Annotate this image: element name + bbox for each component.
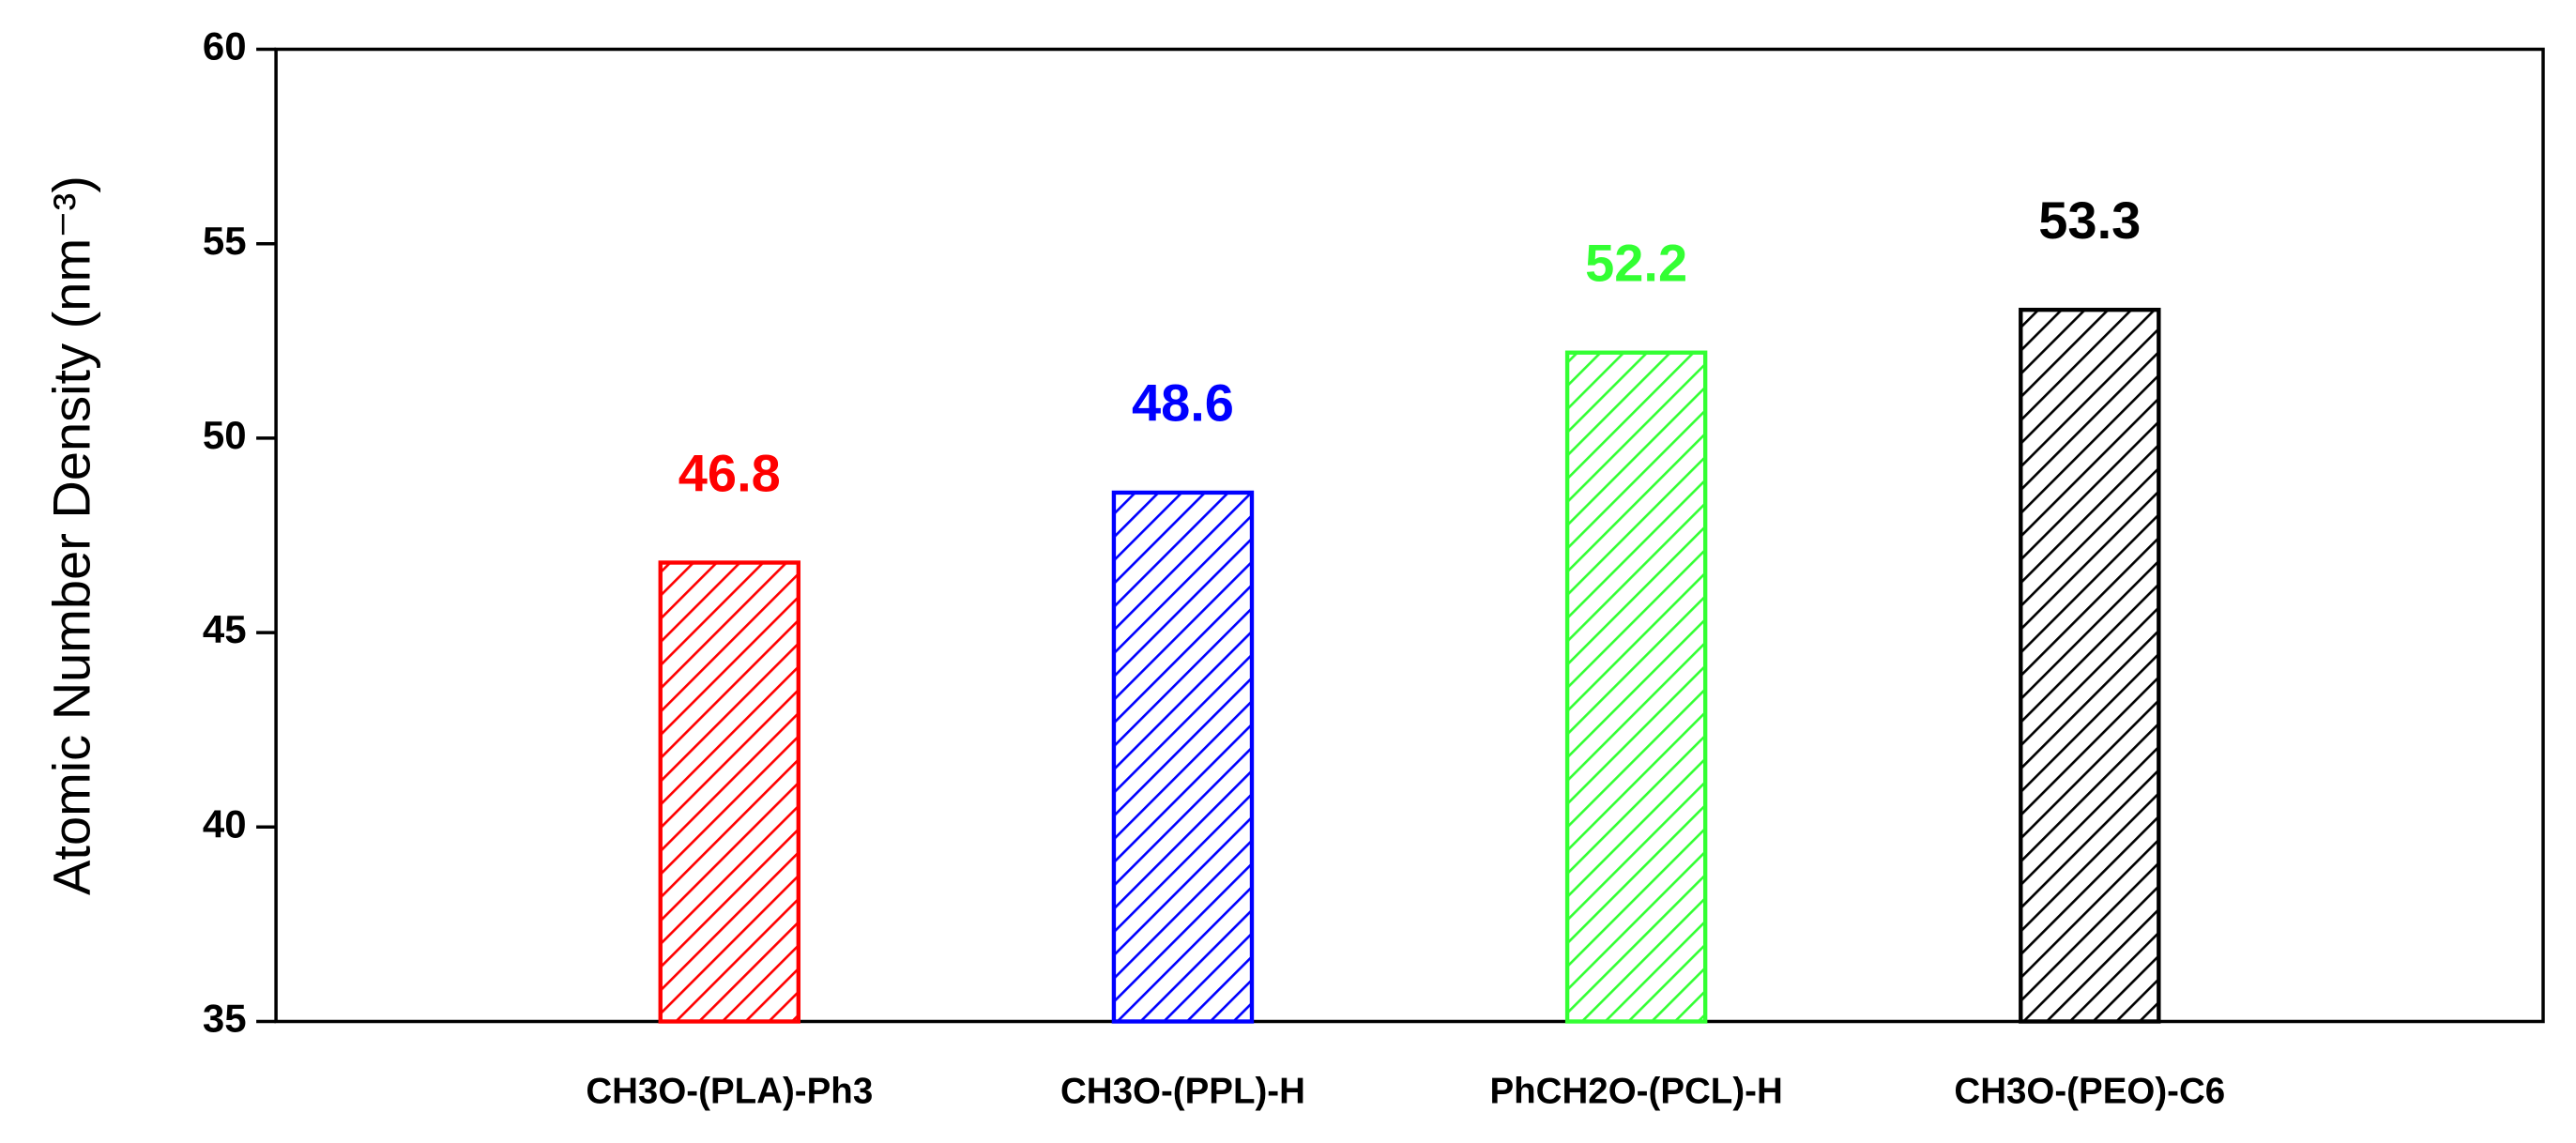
x-tick-label: CH3O-(PEO)-C6 <box>1954 1072 2225 1112</box>
y-tick-label: 40 <box>203 801 247 846</box>
bar <box>658 560 800 1024</box>
bar <box>1111 490 1255 1024</box>
y-tick-label: 60 <box>203 24 247 69</box>
y-tick-label: 35 <box>203 997 247 1041</box>
plot-frame <box>274 47 2545 1024</box>
value-label: 52.2 <box>1585 234 1687 293</box>
bar <box>1564 350 1708 1024</box>
x-tick-label: CH3O-(PPL)-H <box>1060 1072 1305 1112</box>
y-axis-label: Atomic Number Density (nm⁻³) <box>41 175 100 895</box>
y-tick-label: 50 <box>203 413 247 457</box>
x-tick-label: PhCH2O-(PCL)-H <box>1489 1072 1782 1112</box>
y-tick-label: 55 <box>203 219 247 263</box>
value-label: 46.8 <box>678 443 781 502</box>
bar <box>2019 307 2161 1024</box>
value-label: 48.6 <box>1132 373 1234 433</box>
x-tick-label: CH3O-(PLA)-Ph3 <box>586 1072 873 1112</box>
y-tick-label: 45 <box>203 607 247 651</box>
value-label: 53.3 <box>2038 190 2141 250</box>
